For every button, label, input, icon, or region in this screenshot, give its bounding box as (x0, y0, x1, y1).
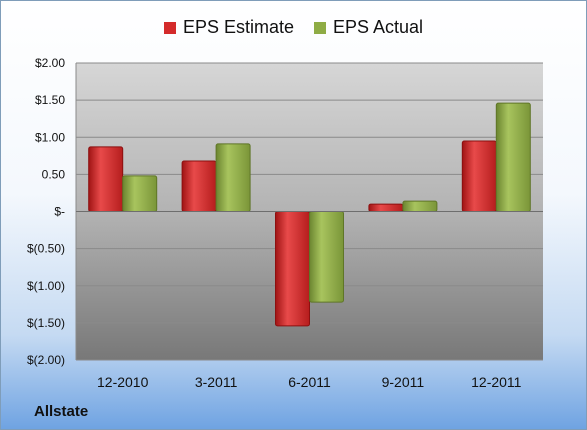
y-tick-label: $1.50 (35, 93, 65, 107)
legend-label-actual: EPS Actual (332, 17, 424, 37)
bar-eps-estimate (461, 140, 497, 212)
legend-swatch-estimate (163, 21, 176, 34)
bar-eps-actual (122, 175, 158, 212)
bar-eps-actual (402, 200, 438, 212)
x-tick-label: 3-2011 (195, 374, 238, 390)
y-tick-label: $2.00 (35, 56, 65, 70)
bar-eps-estimate (181, 160, 217, 212)
y-tick-label: $(0.50) (27, 242, 65, 256)
y-tick-label: $(2.00) (27, 353, 65, 367)
bar-eps-estimate (88, 146, 124, 212)
y-tick-label: $1.00 (35, 130, 65, 144)
bar-eps-actual (309, 211, 344, 303)
legend-item-estimate: EPS Estimate (163, 17, 294, 38)
y-tick-label: 0.50 (42, 167, 66, 181)
bar-eps-estimate (368, 203, 404, 212)
x-tick-label: 6-2011 (288, 374, 331, 390)
bar-eps-actual (495, 102, 531, 212)
legend: EPS Estimate EPS Actual (1, 17, 586, 38)
y-tick-label: $(1.00) (27, 279, 65, 293)
bar-eps-estimate (275, 211, 310, 327)
legend-item-actual: EPS Actual (313, 17, 424, 38)
x-tick-label: 9-2011 (382, 374, 425, 390)
company-name: Allstate (34, 403, 89, 420)
legend-swatch-actual (313, 21, 326, 34)
legend-label-estimate: EPS Estimate (182, 17, 294, 37)
x-tick-label: 12-2011 (471, 374, 522, 390)
y-tick-label: $- (54, 205, 65, 219)
x-tick-label: 12-2010 (97, 374, 149, 390)
y-tick-label: $(1.50) (27, 316, 65, 330)
bar-eps-actual (215, 143, 251, 212)
